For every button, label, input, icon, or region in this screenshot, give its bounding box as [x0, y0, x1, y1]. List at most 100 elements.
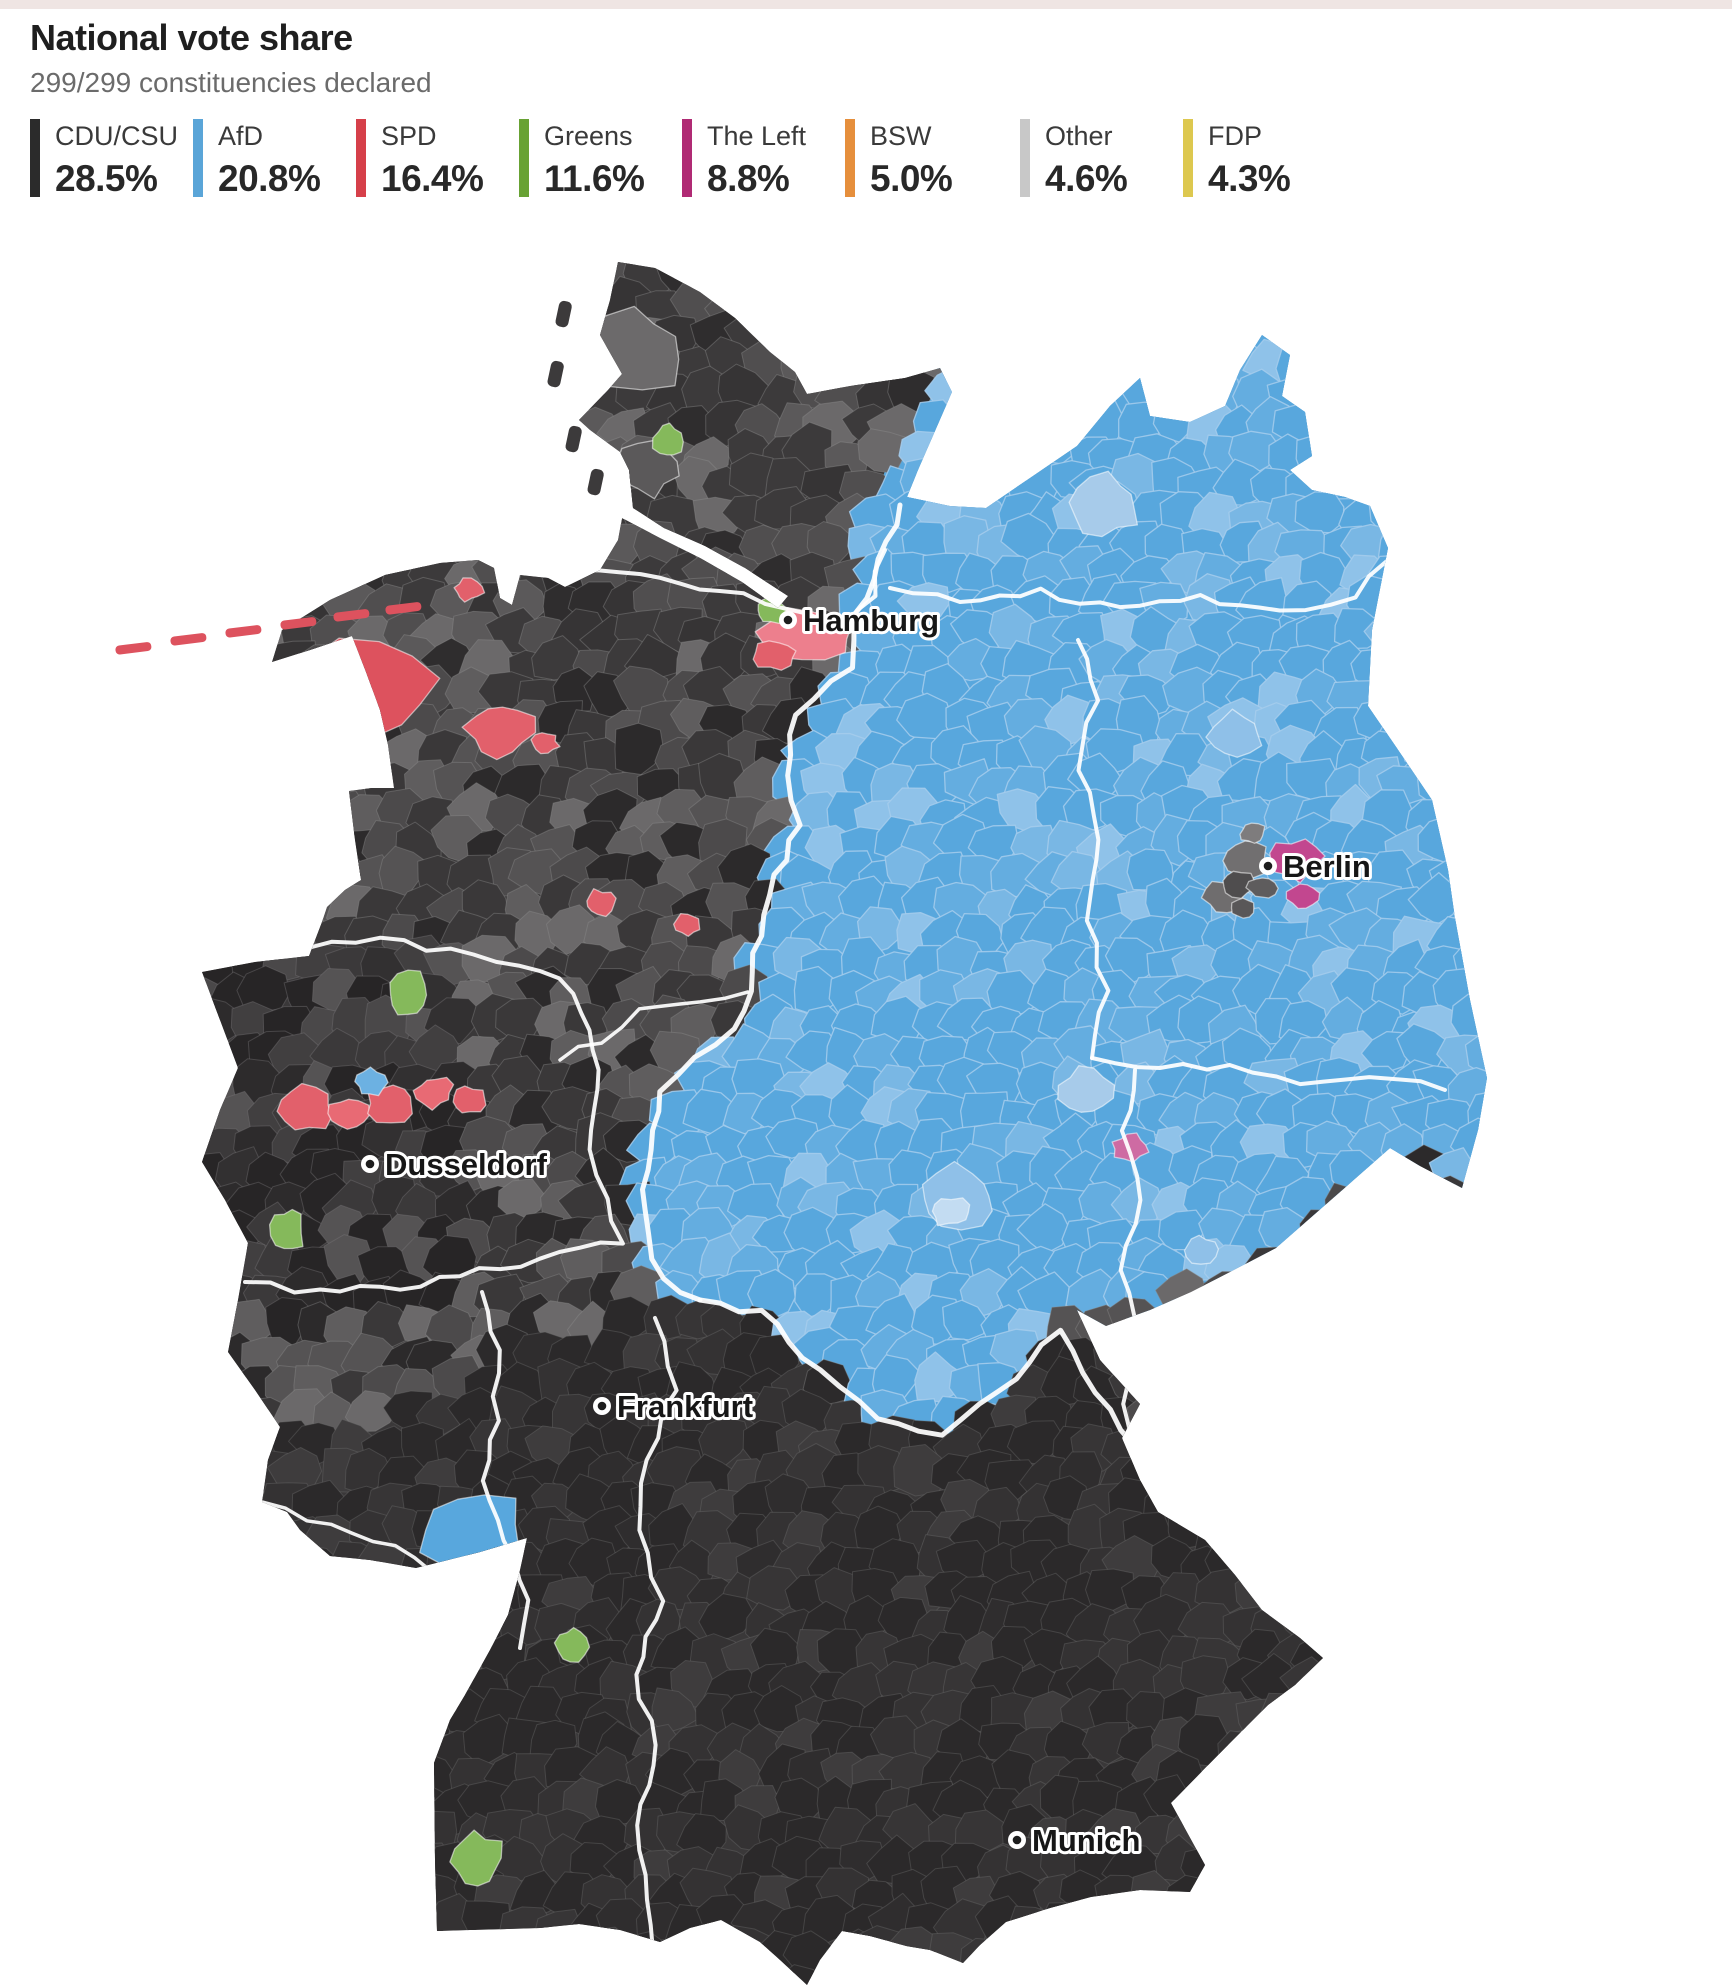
legend-item-the-left: The Left 8.8%: [682, 119, 845, 200]
spot-berlin-left-2: [1285, 883, 1321, 910]
legend-item-other: Other 4.6%: [1020, 119, 1183, 200]
city-labels: Hamburg Berlin Dusseldorf Frankfurt Munich: [361, 600, 1374, 1861]
legend-party-value: 16.4%: [381, 158, 484, 200]
east-frisian-island: [115, 642, 152, 655]
spot-erfurt-lighter-blue: [931, 1197, 971, 1227]
legend-party-label: Other: [1045, 121, 1113, 151]
north-frisian-island: [547, 360, 564, 388]
spot-berlin-left-1: [1269, 838, 1326, 884]
rhine-border: [480, 1290, 531, 1650]
spot-ruhr-blue: [354, 1066, 389, 1097]
party-legend: CDU/CSU 28.5% AfD 20.8% SPD 16.4% Greens 11.6% T…: [30, 119, 1732, 200]
spot-flensburg-green: [651, 422, 684, 456]
legend-swatch: [519, 119, 529, 197]
north-frisian-island: [565, 425, 582, 453]
nrw-border: [243, 935, 625, 1295]
legend-party-label: Greens: [544, 121, 633, 151]
spot-holstein-mid-gray: [607, 439, 680, 500]
legend-party-value: 5.0%: [870, 158, 953, 200]
spot-muenster-green: [389, 969, 428, 1016]
ls-hesse-border: [558, 990, 750, 1062]
state-borders: [243, 502, 1447, 1977]
top-banner-strip: [0, 0, 1732, 9]
east-frisian-island: [333, 609, 370, 622]
spot-ruhr-red-4: [412, 1076, 455, 1111]
city-dot: [597, 1401, 607, 1411]
spot-ruhr-red-2: [327, 1098, 371, 1130]
map-clipped-layers: [202, 262, 1487, 1985]
spot-bremen-red: [461, 706, 537, 761]
saarland-border: [260, 1500, 434, 1574]
spot-berlin-gray-4: [1239, 822, 1266, 844]
legend-item-greens: Greens 11.6%: [519, 119, 682, 200]
spot-aachen-green: [202, 1236, 210, 1266]
legend-swatch: [682, 119, 692, 197]
legend-party-value: 11.6%: [544, 158, 645, 200]
constituency-cells: [202, 262, 1487, 1985]
city-hamburg: Hamburg: [779, 600, 942, 641]
spot-mecklenburg-light-blue: [1205, 708, 1263, 758]
city-label-text: Frankfurt: [617, 1389, 753, 1424]
spot-braunschweig-red: [672, 912, 701, 937]
spot-halle-light-blue: [1057, 1065, 1116, 1113]
spot-rostock-light-blue: [1068, 470, 1139, 538]
legend-party-label: AfD: [218, 121, 264, 151]
spot-ruhr-red-5: [452, 1085, 487, 1114]
city-dot: [365, 1159, 375, 1169]
city-label-text: Munich: [1032, 1823, 1141, 1858]
legend-party-value: 28.5%: [55, 158, 158, 200]
city-munich: Munich: [1008, 1820, 1144, 1861]
spot-berlin-gray-3: [1245, 877, 1279, 899]
spot-nienburg-red: [530, 732, 561, 755]
city-label-text: Dusseldorf: [385, 1147, 548, 1182]
legend-item-spd: SPD 16.4%: [356, 119, 519, 200]
legend-swatch: [356, 119, 366, 197]
legend-party-label: BSW: [870, 121, 932, 151]
legend-item-bsw: BSW 5.0%: [845, 119, 1020, 200]
inner-german-border: [640, 502, 903, 1303]
north-frisian-island: [555, 300, 572, 328]
legend-party-label: The Left: [707, 121, 807, 151]
city-label-text: Berlin: [1283, 849, 1371, 884]
spot-hannover-red: [586, 888, 617, 918]
spot-wilhelmshaven-red: [453, 577, 486, 603]
east-frisian-island: [385, 602, 422, 615]
bb-st-border: [1076, 638, 1111, 1060]
spot-berlin-gray-5: [1230, 897, 1255, 919]
city-dot: [1263, 861, 1273, 871]
spot-cologne-green: [268, 1208, 304, 1250]
legend-party-value: 20.8%: [218, 158, 321, 200]
east-frisian-island: [280, 617, 317, 630]
page-subtitle: 299/299 constituencies declared: [30, 67, 432, 98]
header: National vote share 299/299 constituenci…: [0, 9, 1732, 200]
legend-swatch: [1020, 119, 1030, 197]
coastal-islands: [115, 300, 604, 655]
legend-swatch: [1183, 119, 1193, 197]
city-dusseldorf: Dusseldorf: [361, 1144, 551, 1185]
east-frisian-island: [225, 625, 262, 638]
legend-party-label: SPD: [381, 121, 437, 151]
elbe-border: [553, 548, 887, 631]
city-berlin: Berlin: [1259, 846, 1374, 887]
legend-item-fdp: FDP 4.3%: [1183, 119, 1346, 200]
spot-dresden-light-blue: [1183, 1234, 1220, 1265]
east-frisian-island: [170, 633, 207, 646]
legend-item-afd: AfD 20.8%: [193, 119, 356, 200]
bw-bavaria-border: [634, 1316, 679, 1977]
city-frankfurt: Frankfurt: [593, 1386, 756, 1427]
city-dot: [1012, 1835, 1022, 1845]
legend-swatch: [30, 119, 40, 197]
legend-party-value: 4.3%: [1208, 158, 1291, 200]
legend-swatch: [193, 119, 203, 197]
spot-karlsruhe-green: [553, 1626, 591, 1663]
spot-freiburg-green: [449, 1829, 503, 1887]
legend-party-value: 8.8%: [707, 158, 790, 200]
legend-swatch: [845, 119, 855, 197]
city-dot: [783, 615, 793, 625]
bavaria-east-border: [697, 1297, 1191, 1471]
legend-party-label: FDP: [1208, 121, 1262, 151]
north-frisian-island: [587, 468, 604, 496]
legend-item-cdu-csu: CDU/CSU 28.5%: [30, 119, 193, 200]
